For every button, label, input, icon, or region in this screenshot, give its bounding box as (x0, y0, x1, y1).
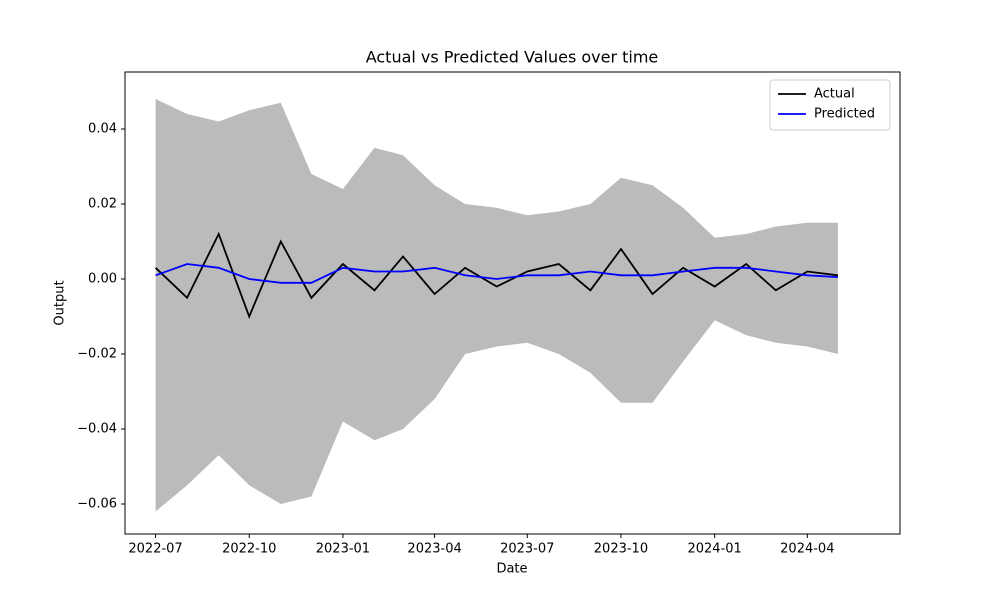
x-tick-label: 2022-10 (222, 542, 276, 557)
y-tick-label: 0.00 (88, 272, 117, 287)
x-tick-label: 2023-07 (500, 542, 554, 557)
legend-label: Actual (814, 87, 855, 102)
y-axis-label: Output (53, 280, 68, 325)
y-tick-label: −0.04 (77, 422, 117, 437)
y-tick-label: −0.06 (77, 497, 117, 512)
x-tick-label: 2023-01 (316, 542, 370, 557)
x-tick-label: 2023-04 (407, 542, 461, 557)
y-tick-label: 0.04 (88, 122, 117, 137)
x-tick-label: 2024-04 (780, 542, 834, 557)
plot-frame (124, 71, 901, 535)
y-tick-label: −0.02 (77, 347, 117, 362)
x-tick-label: 2023-10 (594, 542, 648, 557)
chart-title: Actual vs Predicted Values over time (366, 48, 659, 67)
series-line (155, 263, 838, 284)
y-tick-label: 0.02 (88, 197, 117, 212)
x-tick-label: 2024-01 (687, 542, 741, 557)
legend-box (769, 79, 891, 131)
series-line (154, 231, 839, 319)
x-axis-label: Date (496, 562, 527, 577)
legend-label: Predicted (814, 107, 875, 122)
x-tick-label: 2022-07 (128, 542, 182, 557)
confidence-band (155, 99, 838, 512)
